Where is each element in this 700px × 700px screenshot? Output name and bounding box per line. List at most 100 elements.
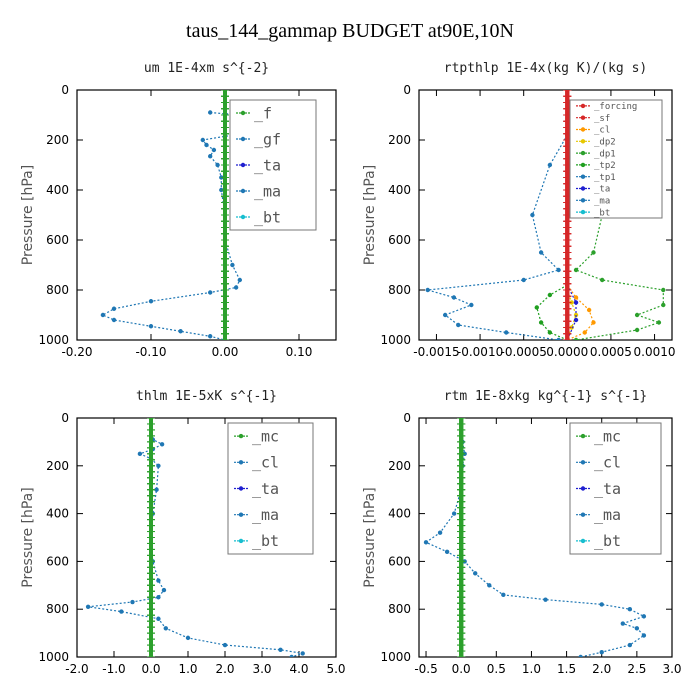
data-point xyxy=(487,583,491,587)
legend-marker xyxy=(581,460,585,464)
legend-label: _f xyxy=(254,104,272,122)
legend-label: _ma xyxy=(254,182,281,200)
x-tick-label: -0.10 xyxy=(135,345,166,359)
y-axis-label: Pressure [hPa] xyxy=(20,487,36,587)
data-point xyxy=(635,328,639,332)
data-point xyxy=(223,643,227,647)
x-tick-label: 3.0 xyxy=(662,662,681,676)
data-point xyxy=(452,511,456,515)
legend-marker xyxy=(241,137,245,141)
x-tick-label: 5.0 xyxy=(326,662,345,676)
legend-label: _cl xyxy=(252,454,279,472)
data-point xyxy=(473,571,477,575)
x-tick-label: 2.0 xyxy=(592,662,611,676)
y-tick-label: 1000 xyxy=(380,650,411,664)
legend: _mc _cl _ta _ma _bt xyxy=(228,423,313,554)
data-point xyxy=(230,263,234,267)
data-point xyxy=(521,278,525,282)
x-tick-label: -0.0005 xyxy=(501,345,547,359)
legend-label: _ma xyxy=(252,506,279,524)
data-point xyxy=(504,330,508,334)
x-tick-label: 0.0 xyxy=(141,662,160,676)
legend-label: _bt xyxy=(254,208,281,226)
data-point xyxy=(657,320,661,324)
data-point xyxy=(162,588,166,592)
chart-figure: um 1E-4xm s^{-2}Pressure [hPa]-0.20 -0.10… xyxy=(0,0,700,700)
legend-marker xyxy=(241,189,245,193)
legend-label: _bt xyxy=(594,532,621,550)
panel-title: rtpthlp 1E-4x(kg K)/(kg s) xyxy=(444,61,648,76)
data-point xyxy=(543,597,547,601)
y-tick-label: 1000 xyxy=(380,333,411,347)
legend-label: _bt xyxy=(252,532,279,550)
panel-1: um 1E-4xm s^{-2}Pressure [hPa]-0.20 -0.10… xyxy=(20,61,336,359)
y-tick-label: 400 xyxy=(388,507,411,521)
data-point xyxy=(600,602,604,606)
data-point xyxy=(278,648,282,652)
y-axis-label: Pressure [hPa] xyxy=(362,165,378,265)
data-point xyxy=(301,651,305,655)
data-point xyxy=(86,605,90,609)
panel-title: rtm 1E-8xkg kg^{-1} s^{-1} xyxy=(444,389,648,404)
legend-label: _cl xyxy=(594,126,610,136)
data-point xyxy=(186,636,190,640)
legend-label: _mc xyxy=(594,427,621,445)
y-tick-label: 800 xyxy=(46,283,69,297)
data-point xyxy=(574,338,578,342)
data-point xyxy=(587,308,591,312)
data-point xyxy=(548,163,552,167)
data-point xyxy=(201,138,205,142)
y-tick-label: 200 xyxy=(388,459,411,473)
data-point xyxy=(208,154,212,158)
data-point xyxy=(208,290,212,294)
legend-marker xyxy=(581,210,585,214)
data-point xyxy=(130,600,134,604)
data-point xyxy=(156,578,160,582)
legend-label: _tp1 xyxy=(594,173,616,183)
legend-marker xyxy=(581,434,585,438)
panel-3: thlm 1E-5xK s^{-1}Pressure [hPa]-2.0 -1.0… xyxy=(20,389,346,676)
y-tick-label: 1000 xyxy=(38,333,69,347)
legend-label: _cl xyxy=(594,454,621,472)
x-tick-label: 1.0 xyxy=(522,662,541,676)
data-point xyxy=(628,607,632,611)
legend-marker xyxy=(241,163,245,167)
x-tick-label: 0.0000 xyxy=(546,345,588,359)
data-point xyxy=(212,148,216,152)
data-point xyxy=(101,313,105,317)
x-tick-label: 4.0 xyxy=(289,662,308,676)
data-point xyxy=(164,626,168,630)
x-tick-label: 3.0 xyxy=(252,662,271,676)
data-point xyxy=(539,250,543,254)
legend-marker xyxy=(581,139,585,143)
data-point xyxy=(628,643,632,647)
panel-4: rtm 1E-8xkg kg^{-1} s^{-1} Pressure [hPa]… xyxy=(362,389,682,676)
x-tick-label: -0.0010 xyxy=(457,345,503,359)
data-point xyxy=(600,650,604,654)
series-line-tp1 xyxy=(428,135,568,340)
data-point xyxy=(642,614,646,618)
legend-label: _ta xyxy=(594,185,610,195)
data-point xyxy=(154,488,158,492)
data-point xyxy=(112,318,116,322)
y-tick-label: 0 xyxy=(61,83,69,97)
data-point xyxy=(215,163,219,167)
data-point xyxy=(238,278,242,282)
legend-label: _ma xyxy=(594,196,610,206)
legend-marker xyxy=(581,163,585,167)
x-tick-label: 1.5 xyxy=(557,662,576,676)
data-point xyxy=(160,442,164,446)
data-point xyxy=(208,334,212,338)
legend-marker xyxy=(241,215,245,219)
y-tick-label: 200 xyxy=(388,133,411,147)
y-tick-label: 800 xyxy=(388,283,411,297)
x-tick-label: 0.10 xyxy=(286,345,313,359)
x-tick-label: -1.0 xyxy=(102,662,125,676)
data-point xyxy=(149,324,153,328)
data-point xyxy=(600,278,604,282)
data-point xyxy=(456,323,460,327)
data-point xyxy=(530,213,534,217)
legend-marker xyxy=(581,198,585,202)
y-tick-label: 400 xyxy=(46,183,69,197)
legend-marker xyxy=(581,151,585,155)
